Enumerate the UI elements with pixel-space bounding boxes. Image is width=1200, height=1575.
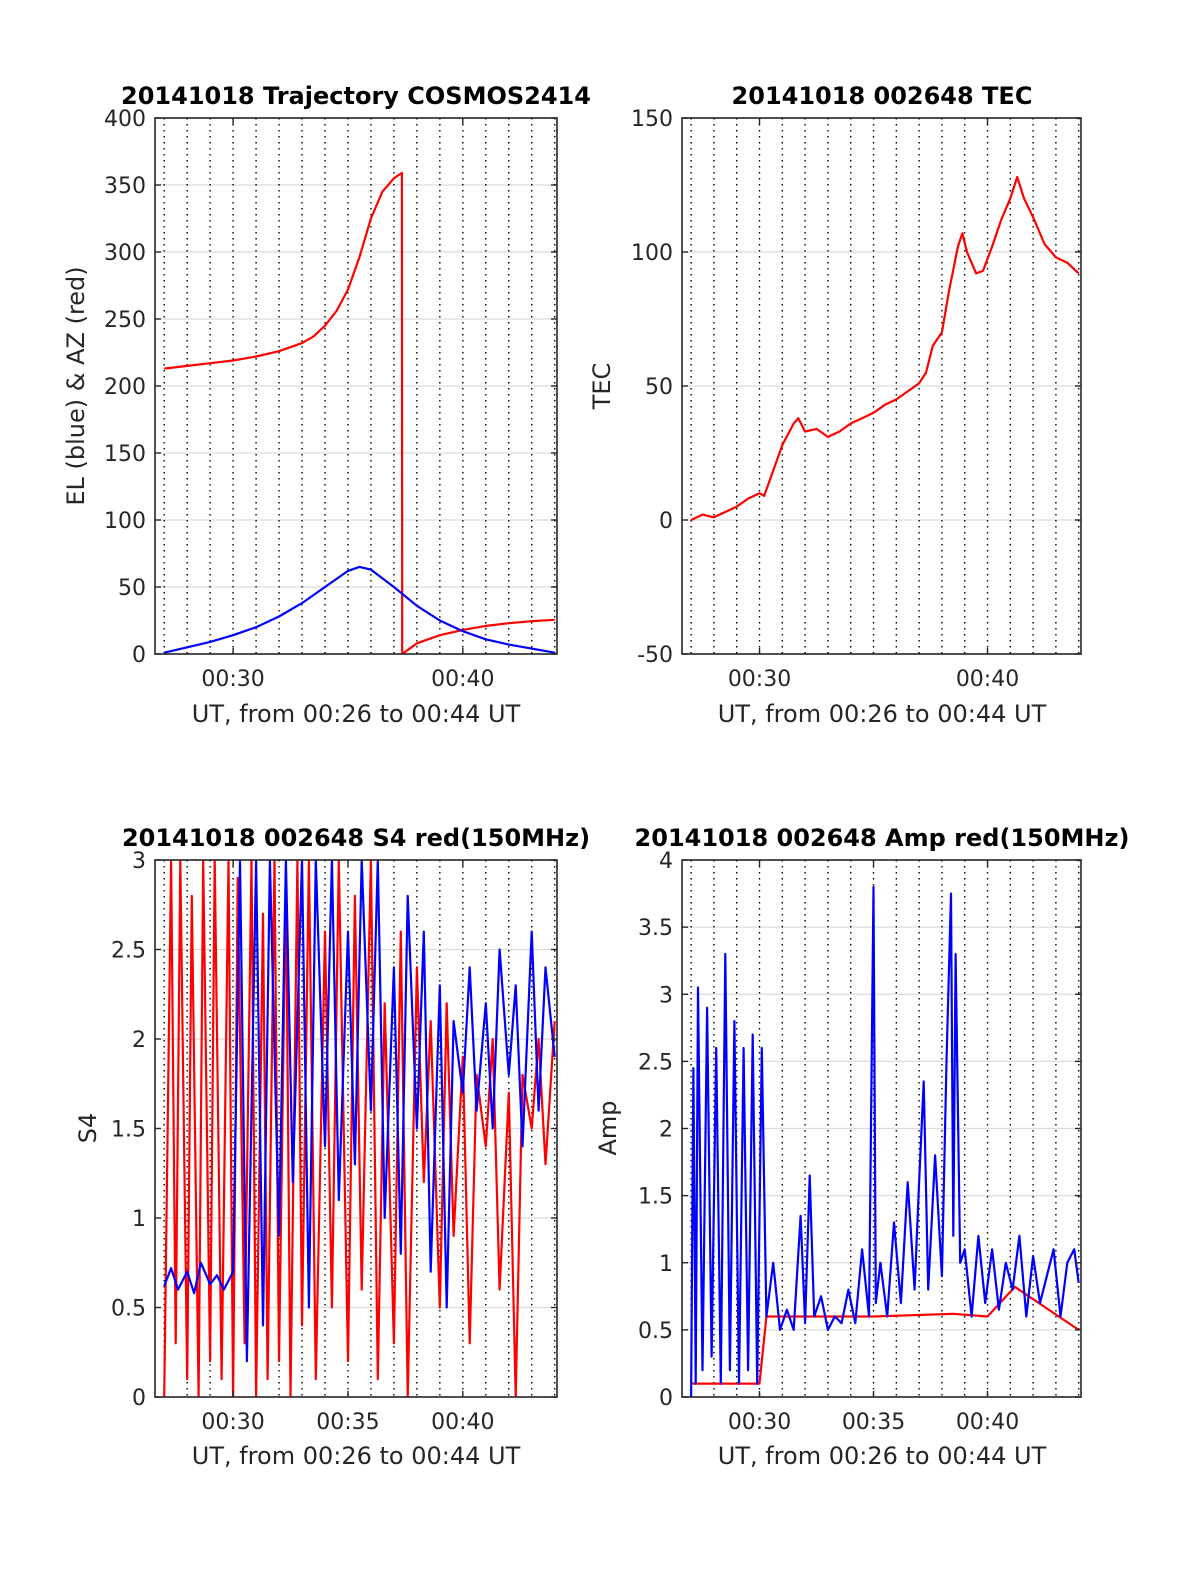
y-tick-label: 3.5: [638, 916, 673, 941]
x-axis-label: UT, from 00:26 to 00:44 UT: [718, 1442, 1047, 1470]
y-tick-label: 50: [645, 375, 673, 400]
y-tick-label: -50: [637, 643, 673, 668]
x-tick-label: 00:40: [431, 1410, 494, 1435]
y-axis-label: S4: [74, 1113, 102, 1144]
y-tick-label: 2.5: [638, 1050, 673, 1075]
y-tick-label: 1.5: [638, 1185, 673, 1210]
x-axis-label: UT, from 00:26 to 00:44 UT: [192, 1442, 521, 1470]
series-line: [164, 171, 555, 654]
y-tick-label: 400: [104, 107, 146, 132]
y-tick-label: 150: [104, 442, 146, 467]
y-tick-label: 200: [104, 375, 146, 400]
y-tick-label: 4: [659, 849, 673, 874]
y-tick-label: 300: [104, 241, 146, 266]
y-tick-label: 250: [104, 308, 146, 333]
y-tick-label: 3: [132, 849, 146, 874]
y-axis-label: Amp: [594, 1100, 622, 1155]
y-tick-label: 0.5: [638, 1319, 673, 1344]
y-tick-label: 3: [659, 983, 673, 1008]
y-tick-label: 350: [104, 174, 146, 199]
x-tick-label: 00:40: [956, 1410, 1019, 1435]
series-line: [691, 1285, 1080, 1385]
x-axis-label: UT, from 00:26 to 00:44 UT: [192, 700, 521, 728]
chart-title: 20141018 002648 TEC: [732, 82, 1033, 110]
y-tick-label: 0: [132, 643, 146, 668]
y-axis-label: TEC: [588, 363, 616, 411]
series-line: [690, 885, 1080, 1397]
y-tick-label: 2: [659, 1118, 673, 1143]
y-tick-label: 1: [132, 1207, 146, 1232]
y-tick-label: 50: [118, 576, 146, 601]
y-tick-label: 2: [132, 1028, 146, 1053]
chart-title: 20141018 Trajectory COSMOS2414: [121, 82, 591, 110]
y-tick-label: 100: [104, 509, 146, 534]
amp-panel: 0 0.5 1 1.5 2 2.5 3 3.5 4 00:30 00:35 00:40 20141018…: [594, 824, 1129, 1470]
y-tick-label: 0: [659, 1386, 673, 1411]
x-tick-label: 00:30: [728, 667, 791, 692]
x-tick-label: 00:35: [842, 1410, 905, 1435]
y-tick-label: 0.5: [111, 1297, 146, 1322]
x-tick-label: 00:40: [431, 667, 494, 692]
x-tick-label: 00:35: [316, 1410, 379, 1435]
x-tick-label: 00:30: [201, 1410, 264, 1435]
x-tick-label: 00:30: [728, 1410, 791, 1435]
chart-title: 20141018 002648 S4 red(150MHz): [122, 824, 590, 852]
series-line: [163, 565, 555, 654]
series-line: [163, 860, 556, 1363]
y-tick-label: 1.5: [111, 1118, 146, 1143]
chart-title: 20141018 002648 Amp red(150MHz): [635, 824, 1130, 852]
series-line: [690, 175, 1080, 521]
y-tick-label: 0: [132, 1386, 146, 1411]
y-tick-label: 100: [631, 241, 673, 266]
s4-panel: 0 0.5 1 1.5 2 2.5 3 00:30 00:35 00:40 20141018 002…: [74, 824, 590, 1470]
tec-panel: -50 0 50 100 150 00:30 00:40 20141018 002648 TE…: [588, 82, 1082, 728]
y-tick-label: 2.5: [111, 939, 146, 964]
y-axis-label: EL (blue) & AZ (red): [62, 266, 90, 505]
x-axis-label: UT, from 00:26 to 00:44 UT: [718, 700, 1047, 728]
x-tick-label: 00:40: [956, 667, 1019, 692]
y-tick-label: 1: [659, 1252, 673, 1277]
trajectory-panel: 0 50 100 150 200 250 300 350 400 00:30 00:40 201410…: [62, 82, 591, 728]
x-tick-label: 00:30: [201, 667, 264, 692]
y-tick-label: 150: [631, 107, 673, 132]
y-tick-label: 0: [659, 509, 673, 534]
